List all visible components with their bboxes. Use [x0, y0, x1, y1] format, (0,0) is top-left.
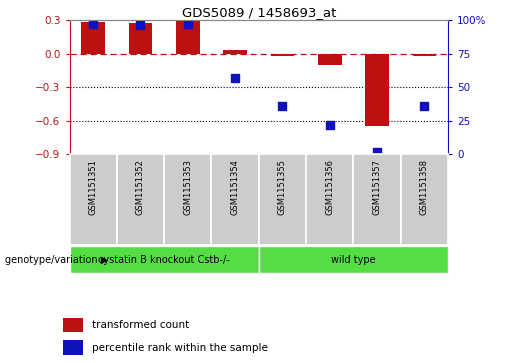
Text: GSM1151357: GSM1151357 — [372, 159, 382, 215]
Text: cystatin B knockout Cstb-/-: cystatin B knockout Cstb-/- — [98, 254, 230, 265]
Bar — [81, 22, 105, 54]
Point — [89, 21, 97, 27]
Bar — [270, 54, 294, 56]
Text: GSM1151351: GSM1151351 — [89, 159, 98, 215]
Bar — [306, 154, 353, 245]
Bar — [365, 54, 389, 126]
Bar — [212, 154, 259, 245]
Bar — [63, 340, 83, 355]
Bar — [224, 50, 247, 54]
Bar — [259, 154, 306, 245]
Text: GSM1151353: GSM1151353 — [183, 159, 192, 215]
Bar — [318, 54, 341, 65]
Point — [373, 149, 381, 155]
Bar — [70, 154, 117, 245]
Point — [278, 103, 286, 109]
Bar — [63, 318, 83, 332]
Point — [136, 23, 145, 28]
Text: GSM1151352: GSM1151352 — [136, 159, 145, 215]
Point — [420, 103, 428, 109]
Bar — [70, 246, 259, 273]
Point — [184, 21, 192, 27]
Text: GSM1151354: GSM1151354 — [231, 159, 239, 215]
Text: genotype/variation ▶: genotype/variation ▶ — [5, 254, 108, 265]
Text: wild type: wild type — [331, 254, 376, 265]
Text: GSM1151355: GSM1151355 — [278, 159, 287, 215]
Text: GSM1151356: GSM1151356 — [325, 159, 334, 215]
Bar — [176, 21, 200, 54]
Point — [325, 122, 334, 128]
Bar — [353, 154, 401, 245]
Bar — [401, 154, 448, 245]
Text: GSM1151358: GSM1151358 — [420, 159, 429, 215]
Bar — [259, 246, 448, 273]
Title: GDS5089 / 1458693_at: GDS5089 / 1458693_at — [182, 6, 336, 19]
Bar — [164, 154, 212, 245]
Bar — [129, 23, 152, 54]
Bar — [117, 154, 164, 245]
Bar — [413, 54, 436, 56]
Point — [231, 75, 239, 81]
Text: percentile rank within the sample: percentile rank within the sample — [92, 343, 268, 353]
Text: transformed count: transformed count — [92, 321, 190, 330]
